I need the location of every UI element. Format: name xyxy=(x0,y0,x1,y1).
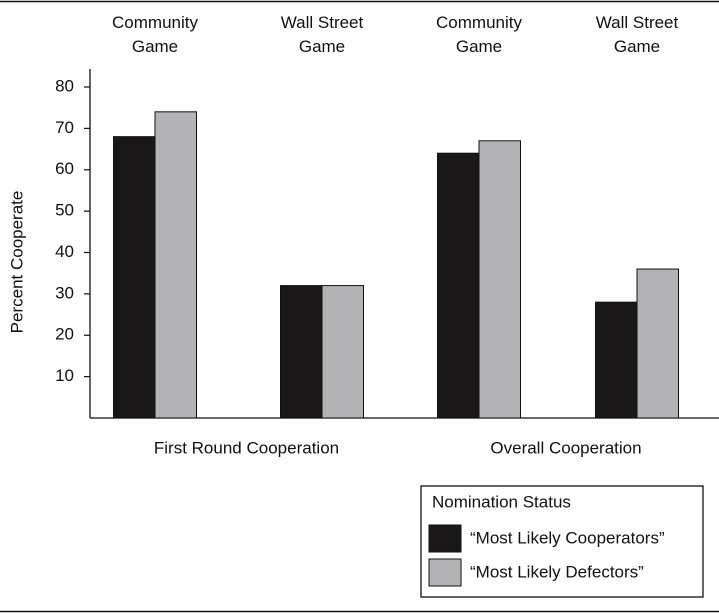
y-tick-label: 50 xyxy=(55,201,74,220)
y-tick-label: 20 xyxy=(55,325,74,344)
group-label: First Round Cooperation xyxy=(154,438,339,457)
y-tick-label: 60 xyxy=(55,159,74,178)
y-tick-label: 70 xyxy=(55,118,74,137)
bar xyxy=(636,268,679,419)
bar xyxy=(154,111,197,419)
y-tick-label: 80 xyxy=(55,76,74,95)
legend-label: “Most Likely Cooperators” xyxy=(470,528,665,547)
bar xyxy=(280,285,323,419)
category-label: Community Game xyxy=(436,13,522,56)
legend-title: Nomination Status xyxy=(432,492,571,511)
legend-swatch xyxy=(428,524,462,553)
y-tick-label: 40 xyxy=(55,242,74,261)
group-label: Overall Cooperation xyxy=(490,438,641,457)
category-label: Community Game xyxy=(112,13,198,56)
bar xyxy=(113,136,156,419)
bar xyxy=(321,285,364,419)
category-label: Wall Street Game xyxy=(596,13,679,56)
y-tick-label: 10 xyxy=(55,366,74,385)
bar xyxy=(595,301,638,419)
legend-swatch xyxy=(428,558,462,587)
legend-label: “Most Likely Defectors” xyxy=(470,562,644,581)
bar xyxy=(437,152,480,419)
category-label: Wall Street Game xyxy=(281,13,364,56)
y-axis-label: Percent Cooperate xyxy=(7,191,26,334)
y-tick-label: 30 xyxy=(55,283,74,302)
legend-box xyxy=(420,485,704,598)
bar xyxy=(478,140,521,419)
